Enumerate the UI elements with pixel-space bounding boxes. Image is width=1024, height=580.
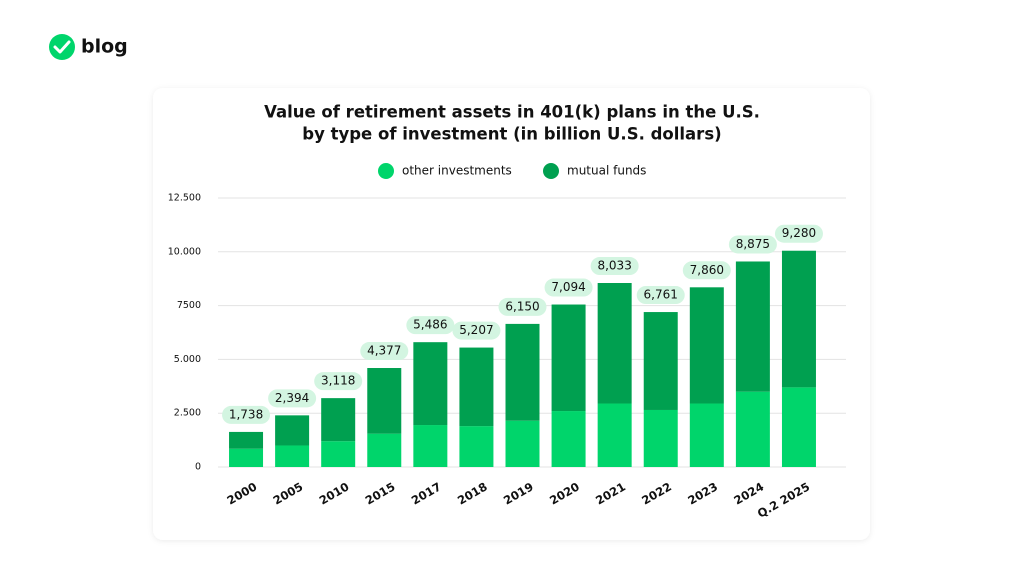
total-label-bg	[774, 224, 823, 243]
y-tick-label: 10.000	[168, 246, 201, 257]
legend-swatch	[378, 163, 394, 179]
total-label-bg	[222, 405, 271, 424]
logo-check	[53, 40, 71, 54]
y-tick-label: 2.500	[174, 408, 201, 419]
logo-icon[interactable]	[49, 34, 75, 60]
total-label-bg	[406, 316, 455, 335]
total-label: 8,033	[597, 259, 631, 273]
total-label: 3,118	[321, 374, 355, 388]
bar-segment	[643, 312, 678, 410]
bar-segment	[551, 411, 586, 467]
total-label: 6,150	[505, 299, 539, 313]
total-label: 7,094	[551, 280, 585, 294]
bar-segment	[689, 403, 724, 467]
total-label-bg	[314, 372, 363, 391]
total-label-bg	[498, 297, 547, 316]
y-tick-label: 0	[195, 462, 201, 473]
legend-label: other investments	[402, 164, 512, 178]
total-label: 5,486	[413, 318, 447, 332]
y-tick-label: 7500	[177, 300, 201, 311]
bar-segment	[275, 415, 310, 446]
bar-segment	[367, 368, 402, 434]
total-label: 8,875	[736, 237, 770, 251]
chart-title: by type of investment (in billion U.S. d…	[302, 125, 721, 144]
y-tick-label: 5.000	[174, 354, 201, 365]
bar-segment	[597, 283, 632, 404]
total-label: 9,280	[782, 226, 816, 240]
bar-segment	[321, 398, 356, 442]
total-label-bg	[544, 278, 593, 297]
bar-segment	[689, 287, 724, 404]
bar-segment	[505, 420, 540, 467]
bar-segment	[413, 342, 448, 426]
y-tick-label: 12.500	[168, 193, 201, 204]
bar-segment	[229, 431, 264, 449]
bar-segment	[367, 433, 402, 467]
legend-label: mutual funds	[567, 164, 646, 178]
bar-segment	[551, 304, 586, 412]
bar-segment	[459, 426, 494, 467]
bar-segment	[781, 250, 816, 388]
bar-segment	[459, 347, 494, 427]
bar-segment	[321, 441, 356, 467]
total-label-bg	[268, 389, 317, 408]
bar-segment	[735, 261, 770, 392]
logo-text[interactable]: blog	[81, 36, 128, 58]
bar-segment	[781, 387, 816, 467]
total-label-bg	[682, 261, 731, 280]
total-label-bg	[452, 321, 501, 340]
total-label: 4,377	[367, 344, 401, 358]
total-label-bg	[728, 235, 777, 254]
bar-segment	[597, 403, 632, 467]
total-label: 7,860	[690, 263, 724, 277]
legend-swatch	[543, 163, 559, 179]
total-label: 2,394	[275, 391, 309, 405]
total-label-bg	[590, 257, 639, 276]
bar-segment	[735, 391, 770, 467]
bar-segment	[229, 448, 264, 467]
bar-segment	[413, 425, 448, 467]
total-label-bg	[636, 286, 685, 305]
bar-segment	[643, 409, 678, 467]
total-label-bg	[360, 342, 409, 361]
bar-segment	[505, 323, 540, 421]
total-label: 1,738	[229, 407, 263, 421]
chart-title: Value of retirement assets in 401(k) pla…	[264, 103, 760, 122]
total-label: 6,761	[644, 288, 678, 302]
total-label: 5,207	[459, 323, 493, 337]
bar-segment	[275, 445, 310, 467]
